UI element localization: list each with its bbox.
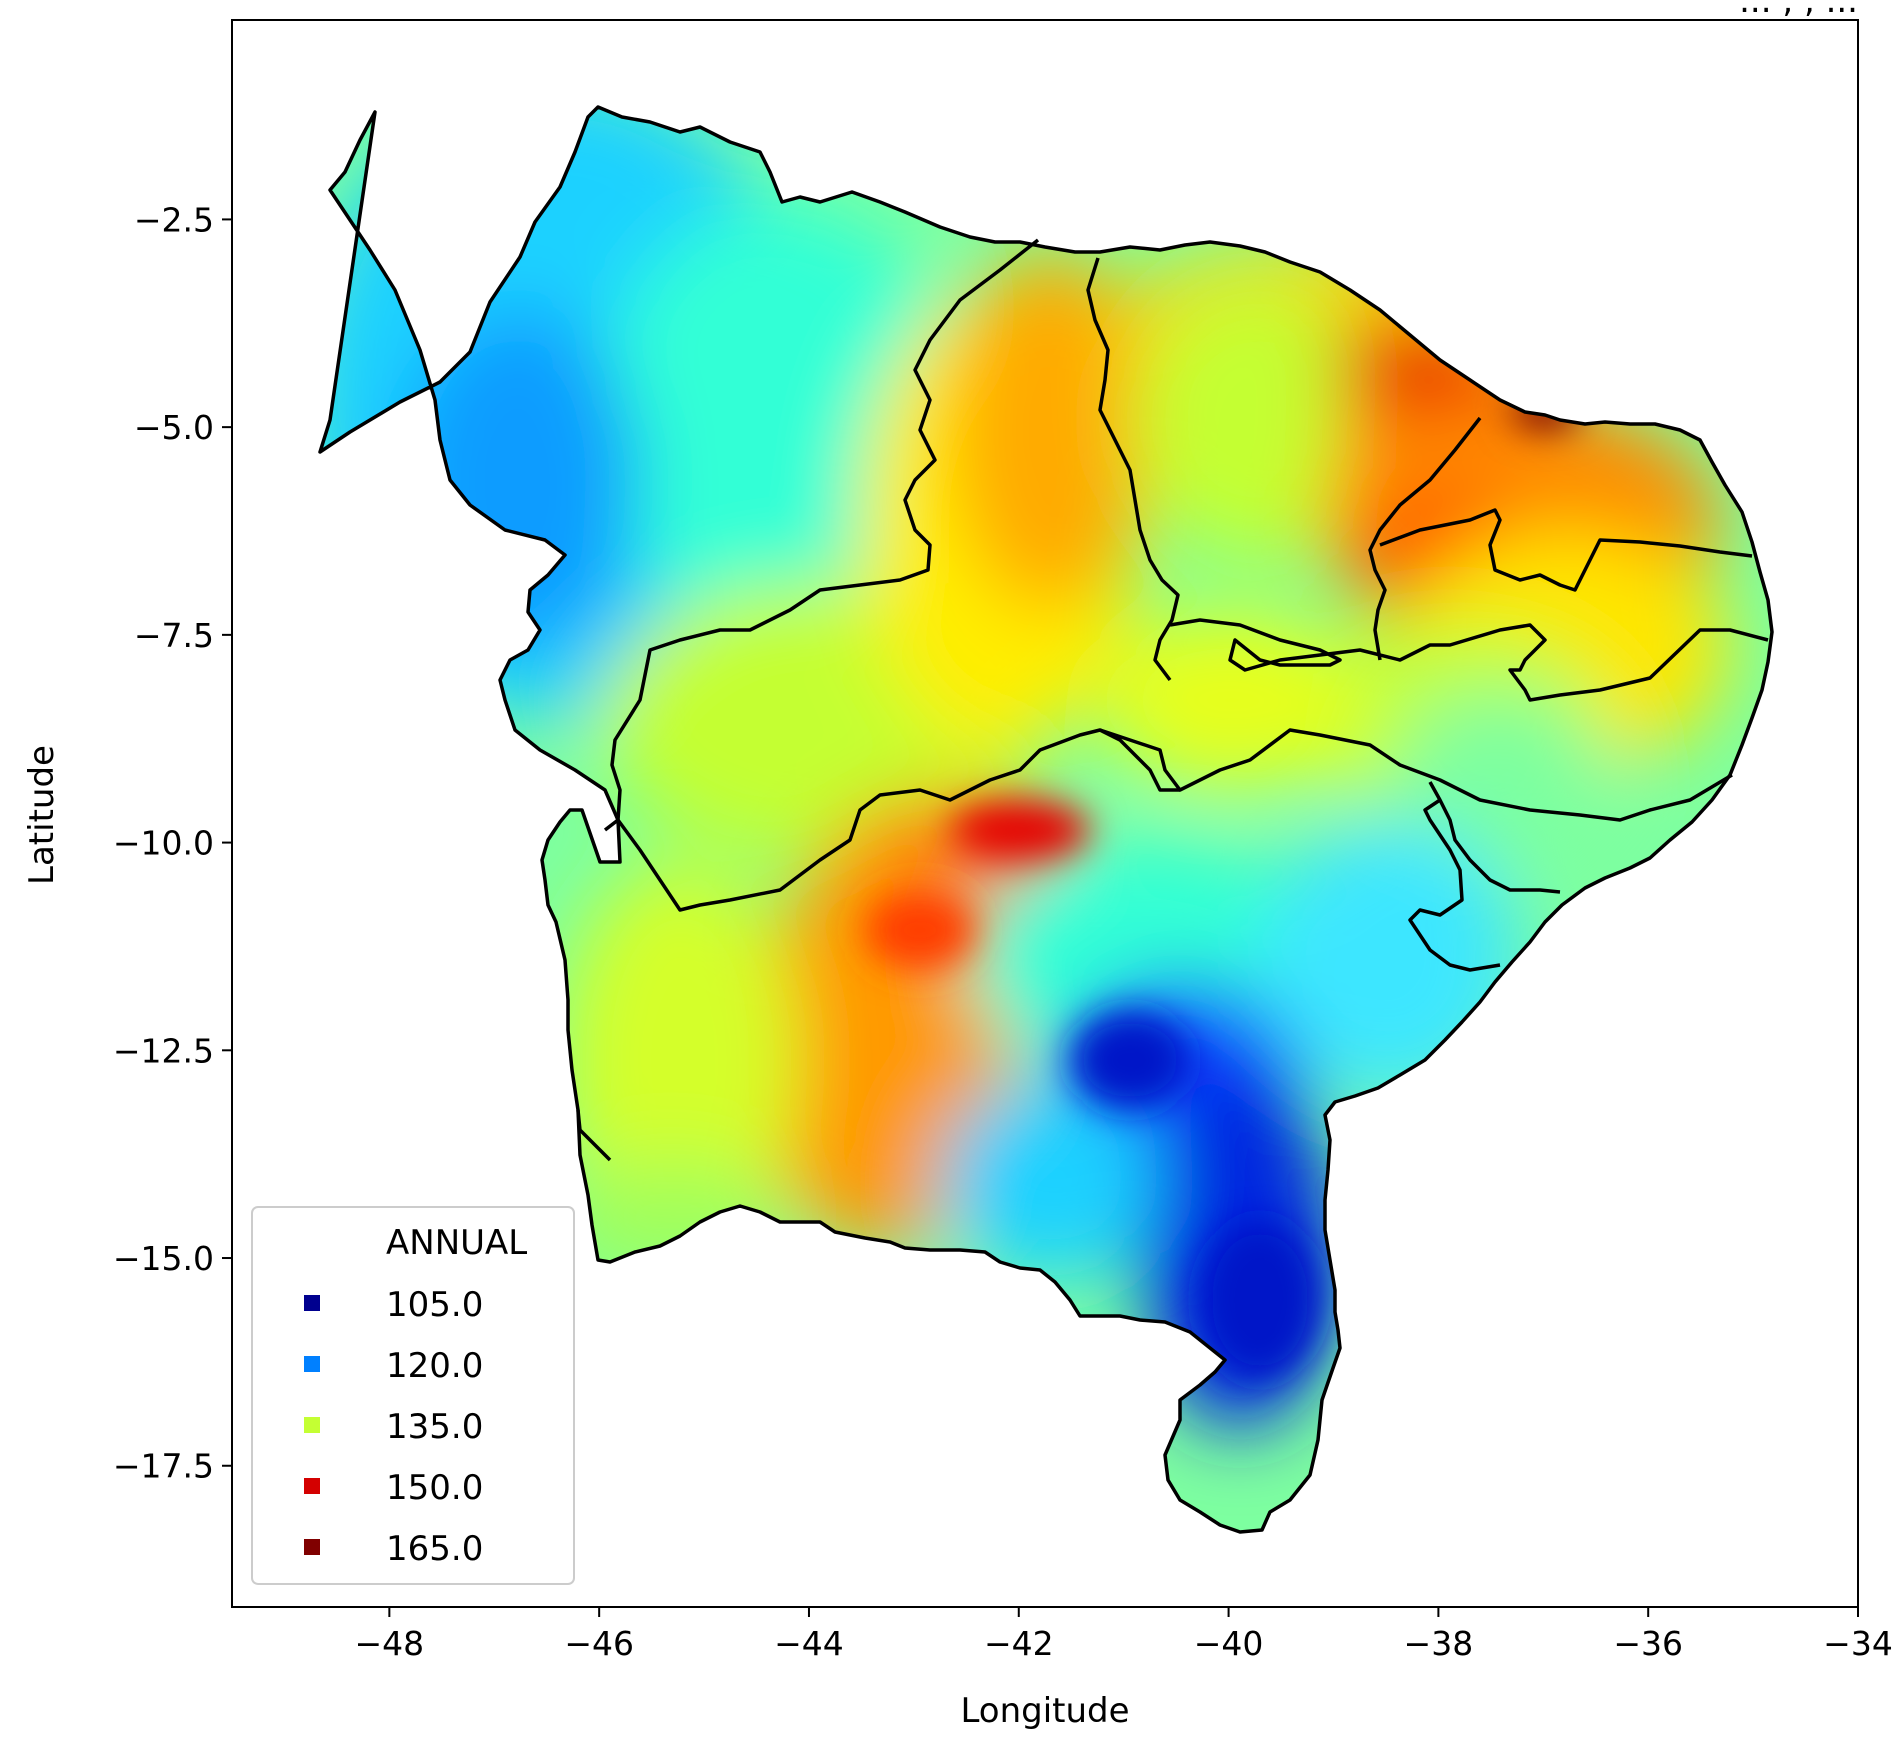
border-bahia-southwest [576,1109,612,1162]
y-tick-label: −15.0 [113,1239,214,1278]
y-tick-label: −10.0 [113,824,214,863]
legend-swatch [304,1417,320,1433]
legend-title: ANNUAL [386,1223,527,1263]
x-tick-label: −40 [1194,1624,1264,1663]
region-ridge-hotspot-2 [865,890,975,970]
y-tick-label: −12.5 [113,1031,214,1070]
x-tick-label: −46 [564,1624,634,1663]
border-piaui-bahia [616,728,1180,912]
region-ridge-hotspot [950,800,1090,860]
x-tick-label: −42 [984,1624,1054,1663]
y-axis-label: Latitude [22,745,62,885]
legend-box [251,1206,575,1585]
border-rn-paraiba [1379,508,1753,592]
region-central-ridge [950,250,1150,610]
legend-swatch [304,1295,320,1311]
x-tick-label: −44 [774,1624,844,1663]
legend-entries: 105.0 120.0 135.0 150.0 165.0 [304,1285,483,1569]
legend-label: 150.0 [386,1468,483,1508]
x-axis-label: Longitude [960,1691,1129,1731]
region-southeast-core-2 [1200,1220,1320,1380]
legend: ANNUAL 105.0 120.0 135.0 150.0 165.0 [251,1206,575,1585]
chart-title: ... , , ... [1739,0,1858,21]
legend-swatch [304,1478,320,1494]
legend-swatch [304,1539,320,1555]
region-center-yellowgreen [1100,610,1360,790]
legend-swatch [304,1356,320,1372]
y-tick-label: −2.5 [134,200,214,239]
x-tick-label: −34 [1823,1624,1893,1663]
x-tick-label: −36 [1613,1624,1683,1663]
border-maranhao-piaui [603,238,1040,832]
border-sergipe-bahia [1408,798,1501,972]
border-alagoas-sergipe [1428,781,1561,894]
y-tick-label: −17.5 [113,1447,214,1486]
border-pernambuco-bahia [1099,728,1733,822]
region-south-lowland [940,1080,1160,1280]
region-southeast-core [1070,1010,1190,1110]
legend-label: 165.0 [386,1529,483,1569]
border-paraiba-pernambuco [1169,618,1769,702]
x-tick-label: −38 [1404,1624,1474,1663]
legend-label: 120.0 [386,1346,483,1386]
y-axis-ticks: −2.5 −5.0 −7.5 −10.0 −12.5 −15.0 −17.5 [113,200,232,1486]
state-boundaries [318,105,1774,1534]
region-north-inner [1130,280,1390,560]
axes-frame [231,19,1859,1608]
x-axis-ticks: −48 −46 −44 −42 −40 −38 −36 −34 [355,1607,1893,1663]
y-tick-label: −5.0 [134,408,214,447]
border-piaui-ceara [1086,257,1180,682]
border-ceara-rn [1368,416,1482,661]
region-east-cyan [1390,690,1610,870]
legend-label: 105.0 [386,1285,483,1325]
y-tick-label: −7.5 [134,616,214,655]
legend-label: 135.0 [386,1407,483,1447]
x-tick-label: −48 [355,1624,425,1663]
region-south-west [560,860,800,1260]
